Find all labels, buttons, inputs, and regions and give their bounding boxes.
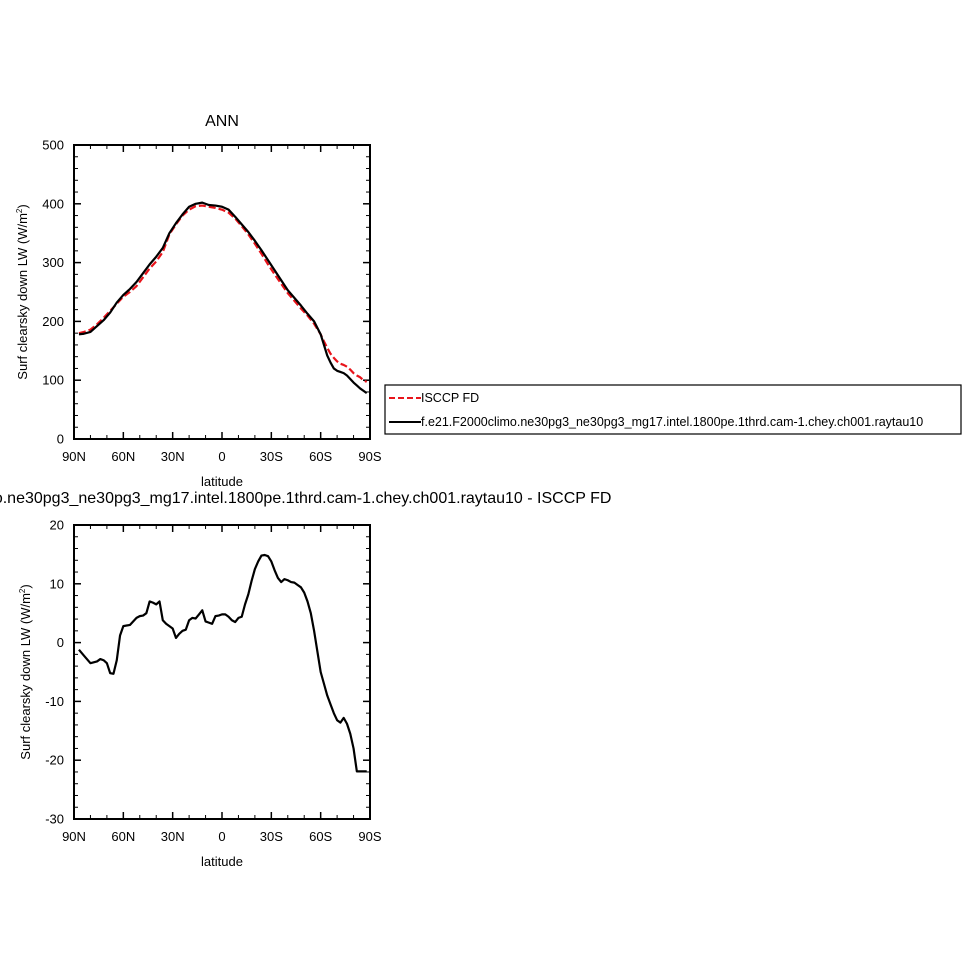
y-tick-label: 200 xyxy=(42,314,64,329)
y-tick-label: -10 xyxy=(45,694,64,709)
bottom-axis-ticks xyxy=(73,524,371,820)
top-ylabel: Surf clearsky down LW (W/m2) xyxy=(15,204,30,379)
x-tick-label: 60N xyxy=(111,449,135,464)
legend: ISCCP FD f.e21.F2000climo.ne30pg3_ne30pg… xyxy=(384,384,962,435)
legend-label-model: f.e21.F2000climo.ne30pg3_ne30pg3_mg17.in… xyxy=(421,415,923,429)
top-tick-labels: 90N 60N 30N 0 30S 60S 90S 0 100 200 300 400 500 xyxy=(42,138,382,465)
top-ylabel-main: Surf clearsky down LW (W/m xyxy=(15,213,30,380)
top-title: ANN xyxy=(205,113,239,130)
bottom-ylabel: Surf clearsky down LW (W/m2) xyxy=(18,584,33,759)
y-tick-label: 300 xyxy=(42,255,64,270)
x-tick-label: 60S xyxy=(309,449,332,464)
y-tick-label: 10 xyxy=(50,576,64,591)
x-tick-label: 0 xyxy=(218,449,225,464)
bottom-series xyxy=(78,553,367,773)
top-ylabel-end: ) xyxy=(15,204,30,208)
y-tick-label: 100 xyxy=(42,373,64,388)
y-tick-label: 400 xyxy=(42,196,64,211)
bottom-panel: f.e21.F2000climo.ne30pg3_ne30pg3_mg17.in… xyxy=(0,490,611,869)
y-tick-label: 500 xyxy=(42,138,64,153)
top-axis-ticks xyxy=(73,144,371,440)
bottom-xlabel: latitude xyxy=(201,854,243,869)
x-tick-label: 90S xyxy=(358,449,381,464)
x-tick-label: 30S xyxy=(260,449,283,464)
y-tick-label: -20 xyxy=(45,753,64,768)
y-tick-label: -30 xyxy=(45,812,64,827)
x-tick-label: 30N xyxy=(161,449,185,464)
x-tick-label: 0 xyxy=(218,829,225,844)
x-tick-label: 90N xyxy=(62,829,86,844)
series-line-model xyxy=(78,201,368,395)
y-tick-label: 20 xyxy=(50,518,64,533)
y-tick-label: 0 xyxy=(57,635,64,650)
bottom-title: f.e21.F2000climo.ne30pg3_ne30pg3_mg17.in… xyxy=(0,490,611,507)
x-tick-label: 30N xyxy=(161,829,185,844)
legend-label-isccp: ISCCP FD xyxy=(421,391,479,405)
bottom-ylabel-end: ) xyxy=(18,584,33,588)
top-plot-frame xyxy=(73,144,371,440)
x-tick-label: 90N xyxy=(62,449,86,464)
bottom-plot-frame xyxy=(73,524,371,820)
top-panel: ANN 90N 60N 30N 0 30S 60S 90S0100200300400500 … xyxy=(15,113,382,489)
top-series xyxy=(78,201,368,395)
series-line-difference xyxy=(78,553,367,773)
y-tick-label: 0 xyxy=(57,432,64,447)
bottom-ylabel-sup: 2 xyxy=(18,588,27,593)
legend-box xyxy=(384,384,962,435)
x-tick-label: 60N xyxy=(111,829,135,844)
x-tick-label: 90S xyxy=(358,829,381,844)
x-tick-label: 30S xyxy=(260,829,283,844)
bottom-ylabel-main: Surf clearsky down LW (W/m xyxy=(18,593,33,760)
top-xlabel: latitude xyxy=(201,474,243,489)
bottom-tick-labels: 90N 60N 30N 0 30S 60S 90S -30 -20 -10 0 10 20 xyxy=(45,518,382,845)
top-ylabel-sup: 2 xyxy=(15,208,24,213)
series-line-isccp-fd xyxy=(78,204,368,383)
x-tick-label: 60S xyxy=(309,829,332,844)
